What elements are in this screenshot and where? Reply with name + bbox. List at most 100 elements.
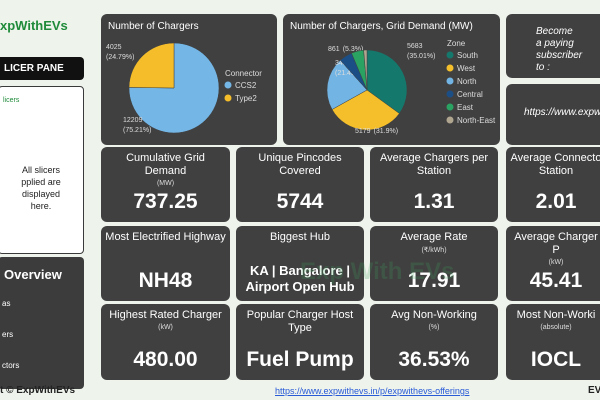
promo-card: Become a paying subscriber to : (506, 14, 600, 78)
kpi-card: Average Chargers per Station 1.31 (370, 147, 498, 222)
kpi-title: Highest Rated Charger (109, 309, 222, 321)
value-label-count: 3483 (335, 60, 351, 67)
pie-slice (128, 42, 175, 89)
legend-swatch (446, 77, 454, 85)
kpi-title: Cumulative Grid Demand (126, 152, 205, 177)
value-label: 3483 (21.45%) (335, 60, 363, 77)
kpi-value: 1.31 (413, 190, 455, 213)
kpi-unit: (kW) (158, 324, 173, 331)
kpi-title: Average Chargers per Station (379, 152, 489, 177)
promo-text: Become a paying subscriber to : (536, 26, 583, 73)
slicer-note: All slicers pplied are displayed here. (0, 164, 83, 212)
kpi-value: 17.91 (407, 269, 461, 292)
chart-card: Number of Chargers 12209 (75.21%) 4025 (24.7… (101, 14, 277, 145)
footer-link[interactable]: https://www.expwithevs.in/p/expwithevs-o… (275, 386, 470, 396)
kpi-title: Unique Pincodes Covered (258, 152, 342, 177)
kpi-title: Biggest Hub (270, 231, 330, 243)
pane-title: LICER PANE (4, 63, 64, 74)
kpi-card: Highest Rated Charger (kW) 480.00 (101, 304, 230, 380)
value-label: 861 (5.3%) (328, 46, 363, 53)
kpi-card: Popular Charger Host Type Fuel Pump (236, 304, 364, 380)
promo-link[interactable]: https://www.expwith (524, 107, 600, 118)
kpi-unit: (absolute) (540, 324, 572, 331)
pie-slice (366, 49, 408, 114)
value-label: 5179 (31.9%) (355, 128, 398, 135)
legend-label: East (457, 103, 474, 112)
legend-swatch (446, 116, 454, 124)
chart-title: Number of Chargers, Grid Demand (MW) (290, 21, 473, 32)
kpi-title: Average Rate (400, 231, 468, 243)
kpi-card: Average Charger P (kW) 45.41 (506, 226, 600, 301)
kpi-unit: (kW) (548, 259, 564, 266)
pie-slice (331, 89, 400, 131)
slicer-heading: licers (3, 97, 20, 104)
legend-label: North-East (457, 116, 496, 125)
kpi-title: Avg Non-Working (391, 309, 477, 321)
value-label-percent: (5.3%) (343, 46, 364, 53)
kpi-title: Average Connecto Station (510, 152, 600, 177)
kpi-unit: (MW) (156, 180, 175, 187)
kpi-value: 480.00 (133, 348, 198, 371)
legend-swatch (446, 103, 454, 111)
overview-item: ers (2, 330, 14, 339)
value-label: 4025 (24.79%) (106, 44, 134, 61)
value-label-count: 4025 (106, 44, 122, 51)
kpi-value: IOCL (530, 348, 582, 371)
watermark: Exp With EVs (300, 258, 455, 285)
value-label-count: 5179 (355, 128, 371, 135)
value-label: 5683 (35.01%) (407, 43, 435, 60)
pie-slice (363, 49, 368, 91)
legend-swatch (224, 81, 232, 89)
overview-item: ctors (2, 361, 20, 370)
legend-label: North (457, 77, 477, 86)
legend-title: Connector (225, 69, 262, 78)
legend-title: Zone (447, 39, 466, 48)
kpi-card: Unique Pincodes Covered 5744 (236, 147, 364, 222)
legend-label: Type2 (235, 94, 257, 103)
note-line: displayed (21, 189, 61, 199)
pie-slice (326, 59, 368, 110)
kpi-value: 45.41 (529, 269, 583, 292)
promo-link-card[interactable]: https://www.expwith (506, 84, 600, 145)
legend-label: CCS2 (235, 81, 257, 90)
chart: Number of Chargers, Grid Demand (MW) 5683… (290, 21, 496, 135)
kpi-value: 2.01 (535, 190, 577, 213)
chart-card: Number of Chargers, Grid Demand (MW) 5683… (283, 14, 500, 145)
kpi-title: Average Charger P (514, 231, 598, 256)
value-label-percent: (24.79%) (106, 54, 134, 61)
value-label-percent: (21.45%) (335, 70, 363, 77)
note-line: here. (30, 201, 52, 211)
kpi-value: 737.25 (133, 190, 198, 213)
overview-item: as (2, 299, 11, 308)
slicer-box: licers All slicers pplied are displayed her… (0, 86, 84, 254)
kpi-value: 36.53% (398, 348, 470, 371)
legend-swatch (224, 94, 232, 102)
legend-label: Central (457, 90, 483, 99)
kpi-value: NH48 (138, 269, 193, 292)
kpi-unit: (%) (428, 324, 440, 331)
credit: t © ExpWithEVs (0, 385, 76, 396)
kpi-title: Most Non-Worki (516, 309, 596, 321)
value-label-count: 861 (328, 46, 340, 53)
footer-right: EV (588, 385, 600, 396)
kpi-card: Average Connecto Station 2.01 (506, 147, 600, 222)
kpi-card: Cumulative Grid Demand (MW) 737.25 (101, 147, 230, 222)
legend-swatch (446, 51, 454, 59)
legend-label: South (457, 51, 478, 60)
kpi-card: Avg Non-Working (%) 36.53% (370, 304, 498, 380)
kpi-card: Most Electrified Highway NH48 (101, 226, 230, 301)
value-label-count: 5683 (407, 43, 423, 50)
brand: xpWithEVs (0, 18, 68, 33)
legend-swatch (446, 90, 454, 98)
kpi-value: Fuel Pump (246, 348, 354, 371)
note-line: All slicers (21, 165, 60, 175)
kpi-value: 5744 (276, 190, 324, 213)
legend-label: West (457, 64, 476, 73)
value-label-count: 12209 (123, 117, 143, 124)
kpi-value: KA | Bangalore | Airport Open Hub (245, 263, 355, 294)
kpi-title: Popular Charger Host Type (246, 309, 354, 334)
kpi-card: Most Non-Worki (absolute) IOCL (506, 304, 600, 380)
legend-swatch (446, 64, 454, 72)
value-label-percent: (75.21%) (123, 127, 151, 134)
